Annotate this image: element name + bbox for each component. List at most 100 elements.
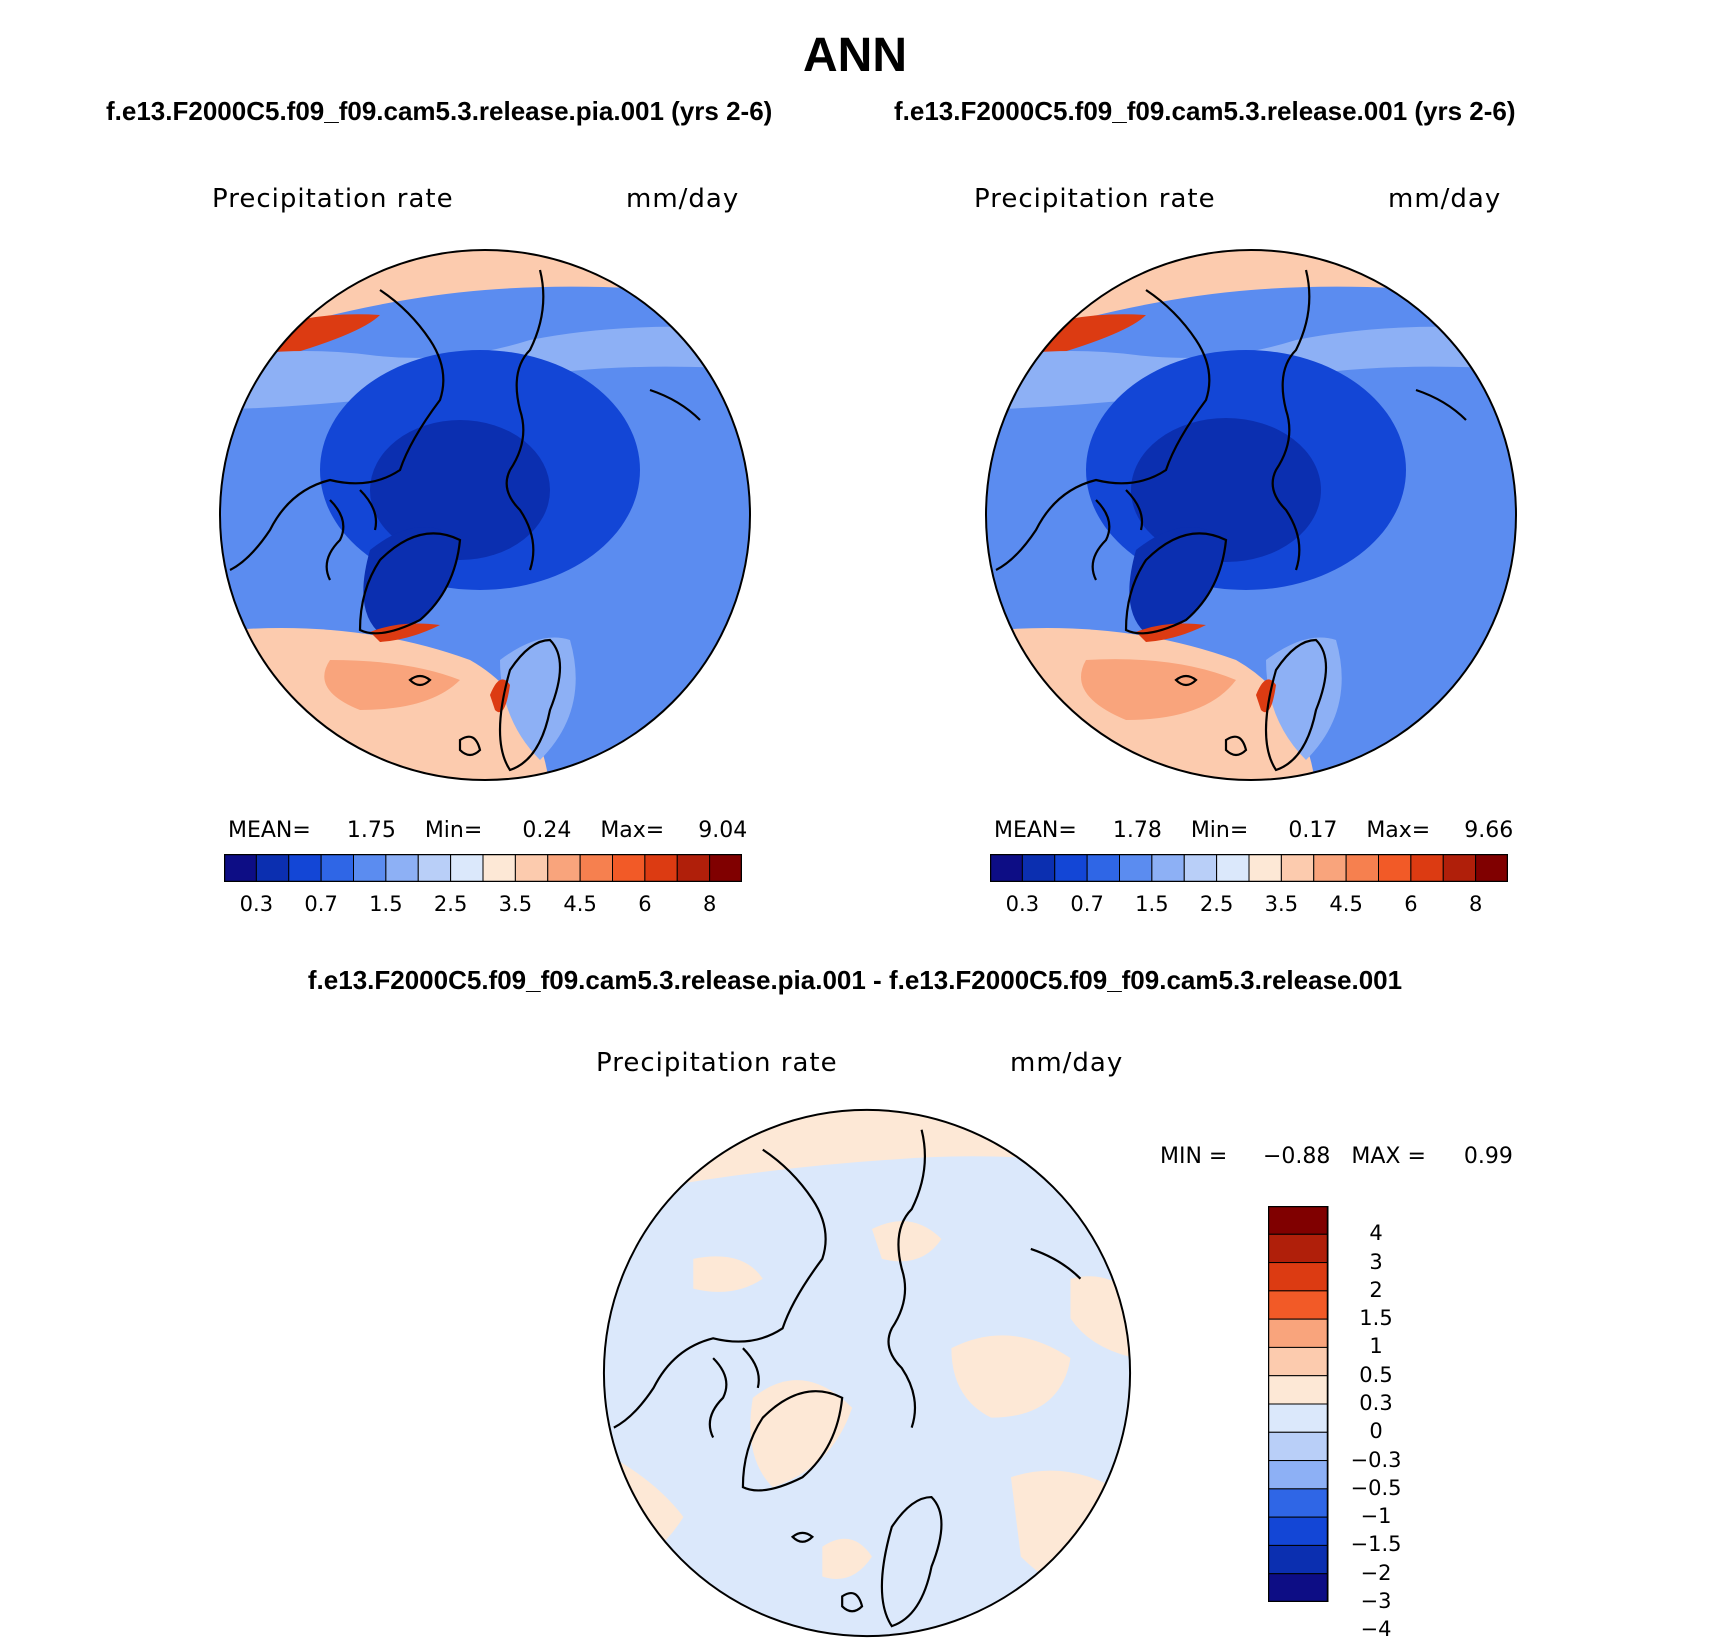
colorbar-panel1-swatch [288, 854, 322, 882]
panel2-max-value: 9.66 [1464, 818, 1514, 843]
colorbar-panel2-tick-label: 3.5 [1264, 892, 1299, 916]
colorbar-panel2-swatch [1475, 854, 1508, 882]
colorbar-panel1-swatch [450, 854, 484, 882]
colorbar-diff-ticks: 4 3 2 1.5 1 0.5 0.3 0 −0.3 −0.5 −1 −1.5 −2 −3 −4 [1336, 1206, 1426, 1641]
diff-stats: MIN = −0.88 MAX = 0.99 [1160, 1144, 1513, 1169]
colorbar-diff-tick-label: 3 [1369, 1249, 1383, 1274]
colorbar-panel2-swatch [1151, 854, 1185, 882]
colorbar-panel2-tick-label: 8 [1468, 892, 1483, 916]
panel2-min-value: 0.17 [1288, 818, 1338, 843]
colorbar-panel1-swatch [547, 854, 581, 882]
colorbar-diff-tick-label: 1 [1369, 1334, 1383, 1359]
colorbar-diff-tick-label: −4 [1360, 1617, 1392, 1642]
colorbar-panel2-swatch [1442, 854, 1477, 882]
colorbar-diff-swatch [1268, 1516, 1329, 1546]
panel1-max-value: 9.04 [698, 818, 748, 843]
panel2-mean-label: MEAN= [994, 818, 1077, 843]
colorbar-panel1-swatch [224, 854, 257, 882]
colorbar-panel2-swatch [990, 854, 1023, 882]
colorbar-diff-swatch [1268, 1375, 1329, 1405]
panel2-mean-value: 1.78 [1112, 818, 1162, 843]
colorbar-panel2-swatch [1216, 854, 1250, 882]
panel1-variable-label: Precipitation rate [212, 184, 454, 214]
colorbar-diff-swatch [1268, 1290, 1329, 1320]
colorbar-diff-swatch [1268, 1488, 1329, 1518]
colorbar-diff [1268, 1206, 1329, 1602]
colorbar-panel1-swatch [514, 854, 549, 882]
diff-max-label: MAX = [1351, 1144, 1426, 1169]
panel2-variable-label: Precipitation rate [974, 184, 1216, 214]
polar-map-panel2 [985, 249, 1517, 781]
colorbar-panel2-swatch [1119, 854, 1153, 882]
colorbar-panel2-tick-label: 0.7 [1070, 892, 1104, 916]
colorbar-panel2-swatch [1248, 854, 1282, 882]
colorbar-panel1-swatch [482, 854, 516, 882]
colorbar-panel2-tick-label: 2.5 [1199, 892, 1234, 916]
colorbar-panel1-tick-label: 3.5 [498, 892, 533, 916]
colorbar-panel2-swatch [1378, 854, 1412, 882]
colorbar-panel2-ticks: 0.3 0.7 1.5 2.5 3.5 4.5 6 8 [990, 892, 1508, 922]
diff-title: f.e13.F2000C5.f09_f09.cam5.3.release.pia… [307, 965, 1403, 995]
panel1-stats: MEAN= 1.75 Min= 0.24 Max= 9.04 [228, 818, 747, 843]
colorbar-diff-swatch [1268, 1346, 1329, 1377]
panel1-mean-label: MEAN= [228, 818, 311, 843]
colorbar-diff-tick-label: 2 [1369, 1277, 1383, 1302]
colorbar-diff-swatch [1268, 1318, 1329, 1348]
colorbar-diff-tick-label: 0 [1369, 1419, 1383, 1444]
colorbar-panel2-swatch [1345, 854, 1379, 882]
colorbar-panel1-tick-label: 6 [638, 892, 652, 916]
colorbar-panel2-tick-label: 6 [1404, 892, 1418, 916]
colorbar-panel1-tick-label: 2.5 [433, 892, 468, 916]
colorbar-diff-tick-label: 0.5 [1359, 1362, 1393, 1387]
colorbar-panel2-swatch [1410, 854, 1444, 882]
diff-min-value: −0.88 [1262, 1144, 1331, 1169]
colorbar-panel1-swatch [353, 854, 387, 882]
colorbar-diff-swatch [1268, 1544, 1329, 1575]
colorbar-diff-tick-label: −3 [1360, 1589, 1392, 1613]
colorbar-panel1-swatch [612, 854, 646, 882]
panel1-max-label: Max= [600, 818, 665, 843]
colorbar-panel1-swatch [709, 854, 742, 882]
colorbar-panel1-swatch [417, 854, 452, 882]
panel2-max-label: Max= [1366, 818, 1431, 843]
panel1-min-label: Min= [424, 818, 483, 843]
colorbar-panel1-swatch [320, 854, 354, 882]
colorbar-panel1-swatch [644, 854, 678, 882]
colorbar-diff-swatch [1268, 1403, 1329, 1433]
colorbar-panel2-swatch [1313, 854, 1347, 882]
panel2-stats: MEAN= 1.78 Min= 0.17 Max= 9.66 [994, 818, 1513, 843]
colorbar-panel2-tick-label: 1.5 [1135, 892, 1169, 916]
colorbar-panel1-ticks: 0.3 0.7 1.5 2.5 3.5 4.5 6 8 [224, 892, 742, 922]
colorbar-panel1-tick-label: 4.5 [563, 892, 597, 916]
case-title-left: f.e13.F2000C5.f09_f09.cam5.3.release.pia… [106, 96, 773, 126]
colorbar-diff-swatch [1268, 1262, 1329, 1292]
colorbar-diff-tick-label: −2 [1360, 1560, 1392, 1585]
diff-variable-label: Precipitation rate [596, 1048, 838, 1078]
colorbar-diff-swatch [1268, 1233, 1329, 1264]
colorbar-diff-swatch [1268, 1573, 1329, 1602]
polar-map-diff [602, 1108, 1132, 1638]
colorbar-diff-tick-label: −1 [1360, 1504, 1392, 1529]
colorbar-panel1-swatch [255, 854, 290, 882]
colorbar-diff-swatch [1268, 1460, 1329, 1490]
colorbar-panel2-swatch [1183, 854, 1218, 882]
colorbar-panel1-tick-label: 8 [702, 892, 717, 916]
colorbar-panel1 [224, 854, 742, 882]
colorbar-diff-tick-label: −0.3 [1350, 1447, 1402, 1472]
colorbar-diff-tick-label: −1.5 [1350, 1532, 1402, 1557]
case-title-right: f.e13.F2000C5.f09_f09.cam5.3.release.001… [894, 96, 1516, 126]
panel1-units-label: mm/day [626, 184, 740, 214]
colorbar-panel2-swatch [1021, 854, 1056, 882]
colorbar-diff-swatch [1268, 1206, 1329, 1235]
diff-units-label: mm/day [1010, 1048, 1124, 1078]
panel1-mean-value: 1.75 [346, 818, 396, 843]
panel2-min-label: Min= [1190, 818, 1249, 843]
colorbar-panel1-tick-label: 1.5 [369, 892, 403, 916]
colorbar-panel2-tick-label: 0.3 [1005, 892, 1040, 916]
colorbar-diff-tick-label: −0.5 [1350, 1475, 1402, 1500]
colorbar-panel1-swatch [676, 854, 711, 882]
colorbar-panel2 [990, 854, 1508, 882]
colorbar-panel2-tick-label: 4.5 [1329, 892, 1363, 916]
figure-title: ANN [803, 29, 907, 82]
colorbar-diff-tick-label: 0.3 [1359, 1391, 1393, 1415]
